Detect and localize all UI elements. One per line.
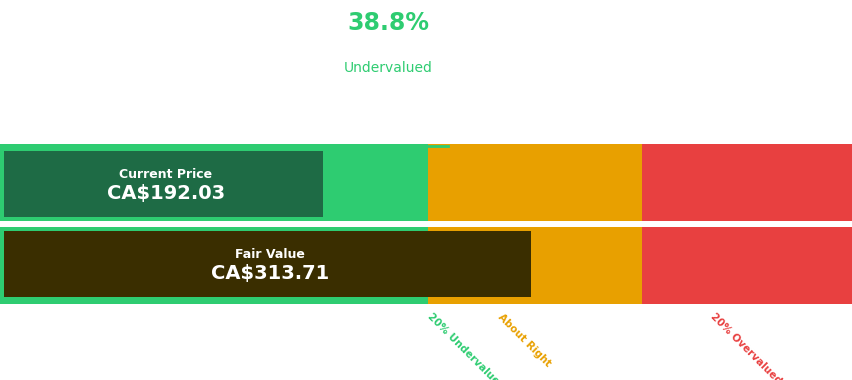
- Text: Current Price: Current Price: [119, 168, 212, 181]
- Bar: [0, 224, 428, 304]
- Text: CA$313.71: CA$313.71: [210, 264, 329, 283]
- Bar: [0, 144, 428, 224]
- Bar: [642, 224, 852, 304]
- Bar: [428, 224, 642, 304]
- Text: CA$192.03: CA$192.03: [106, 184, 225, 203]
- Text: 38.8%: 38.8%: [347, 11, 429, 35]
- Text: Fair Value: Fair Value: [234, 248, 304, 261]
- Text: 20% Undervalued: 20% Undervalued: [425, 312, 505, 380]
- Bar: [428, 144, 642, 224]
- Text: About Right: About Right: [496, 312, 552, 368]
- Bar: [0, 221, 852, 227]
- Text: Undervalued: Undervalued: [343, 61, 432, 75]
- Bar: [4, 151, 323, 217]
- Text: 20% Overvalued: 20% Overvalued: [708, 312, 783, 380]
- Bar: [4, 231, 530, 297]
- Bar: [642, 144, 852, 224]
